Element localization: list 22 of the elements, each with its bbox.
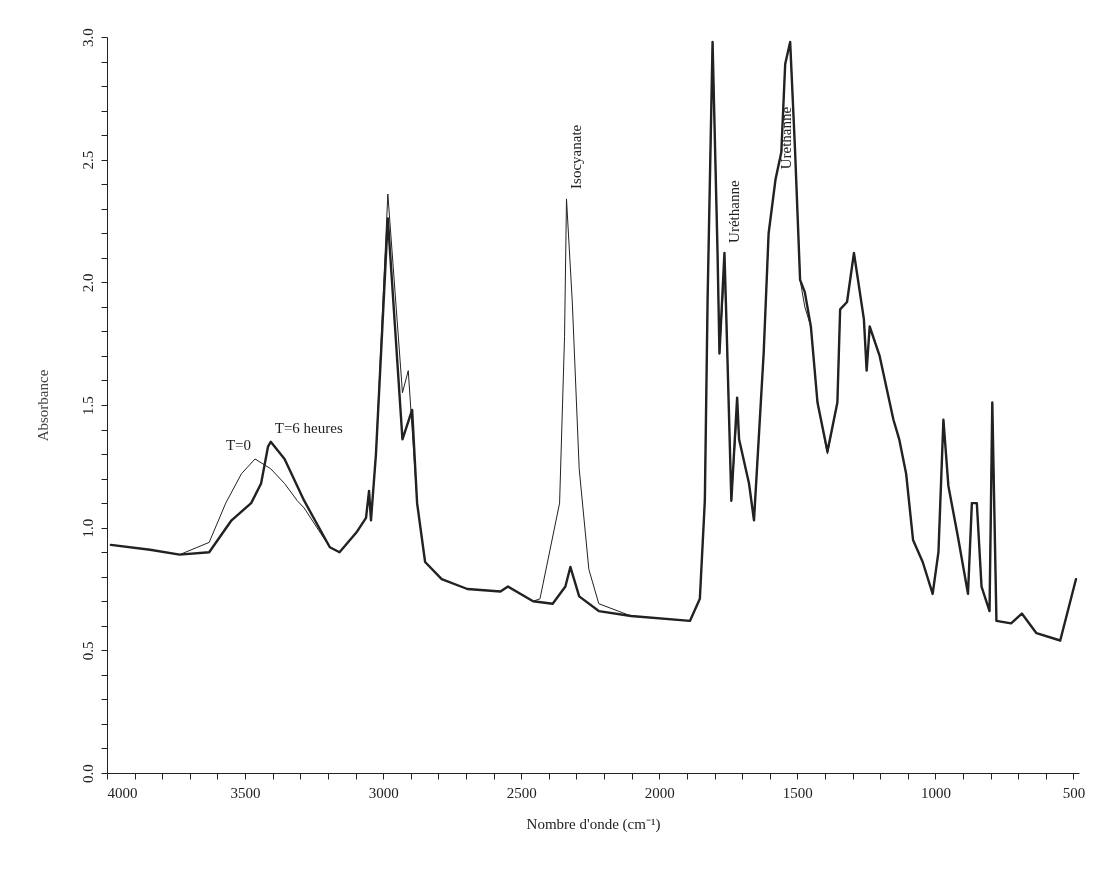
x-tick-label: 1000 bbox=[920, 784, 951, 801]
annotation: Uréthanne bbox=[726, 180, 743, 243]
x-tick-label: 4000 bbox=[107, 784, 138, 801]
x-tick-label: 1500 bbox=[782, 784, 813, 801]
y-tick-label: 3.0 bbox=[79, 28, 96, 47]
x-tick-label: 2500 bbox=[506, 784, 537, 801]
x-tick-label: 500 bbox=[1062, 784, 1086, 801]
series-label: T=0 bbox=[225, 436, 252, 453]
y-tick-label: 0.5 bbox=[79, 641, 96, 661]
series-label: T=6 heures bbox=[274, 419, 343, 436]
x-tick-label: 3000 bbox=[368, 784, 399, 801]
x-tick-label: 2000 bbox=[644, 784, 675, 801]
x-tick-label: 3500 bbox=[230, 784, 261, 801]
y-tick-label: 0.0 bbox=[79, 764, 96, 783]
annotation: Isocyanate bbox=[568, 124, 585, 189]
x-axis-title: Nombre d'onde (cm⁻¹) bbox=[526, 815, 661, 833]
annotation: Uréthanne bbox=[777, 106, 794, 170]
y-axis-title: Absorbance bbox=[34, 369, 51, 442]
y-tick-label: 2.5 bbox=[79, 150, 96, 170]
y-tick-label: 2.0 bbox=[79, 273, 96, 293]
y-tick-label: 1.0 bbox=[79, 518, 96, 538]
y-tick-label: 1.5 bbox=[79, 396, 96, 415]
